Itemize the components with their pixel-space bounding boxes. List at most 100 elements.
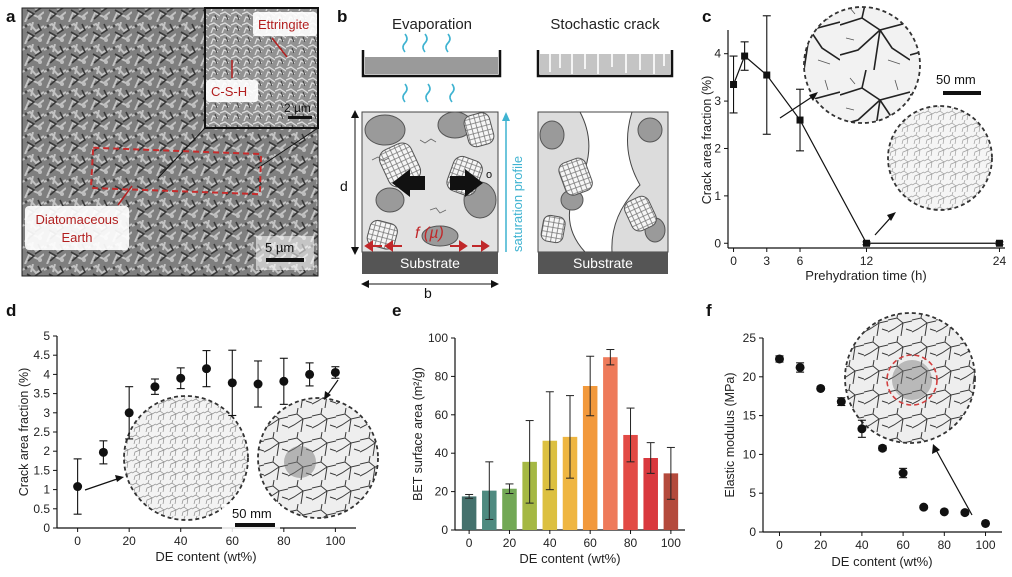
d-y-tick-label: 4.5 — [33, 348, 50, 362]
e-y-tick-label: 60 — [435, 408, 449, 422]
f-y-tick-label: 15 — [743, 409, 757, 423]
c-inset-uncracked — [887, 105, 993, 211]
substrate-right-label: Substrate — [573, 255, 633, 271]
d-data-point — [330, 367, 340, 377]
e-y-tick-label: 20 — [435, 485, 449, 499]
d-scale-backdrop — [222, 504, 280, 532]
c-inset-cracked — [803, 6, 921, 124]
f-x-tick-label: 0 — [776, 538, 783, 552]
e-x-tick-label: 20 — [503, 536, 517, 550]
f-inset-arrow — [934, 447, 973, 516]
d-data-point — [253, 379, 263, 389]
d-y-tick-label: 1.5 — [33, 463, 50, 477]
d-scale-label: 50 mm — [232, 506, 272, 521]
c-data-point — [741, 52, 749, 60]
f-x-tick-label: 40 — [855, 538, 869, 552]
d-y-tick-label: 0 — [43, 521, 50, 535]
c-data-point — [995, 239, 1003, 247]
d-data-point — [176, 373, 186, 383]
d-y-tick-label: 4 — [43, 367, 50, 381]
d-x-tick-label: 60 — [226, 534, 240, 548]
c-y-tick-label: 3 — [714, 94, 721, 108]
f-y-tick-label: 0 — [749, 525, 756, 539]
panel-d: d 0 0.5 1 1.5 2 2.5 3 3.5 4 4.5 5 0 20 40 60 80 100 DE … — [6, 301, 379, 564]
d-y-tick-label: 0.5 — [33, 502, 50, 516]
d-y-tick-label: 5 — [43, 329, 50, 343]
f-data-point — [939, 507, 949, 517]
de-pointer — [117, 185, 133, 206]
f-data-point — [836, 397, 846, 407]
f-y-tick-label: 25 — [743, 331, 757, 345]
f-data-point — [919, 502, 929, 512]
c-data-point — [730, 81, 738, 88]
c-y-tick-label: 2 — [714, 141, 721, 155]
d-y-tick-label: 1 — [43, 483, 50, 497]
f-x-tick-label: 60 — [896, 538, 910, 552]
panel-a: a Ettringite C-S-H 2 µm Diatomaceous Ear… — [6, 7, 319, 277]
de-label-line2: Earth — [61, 230, 92, 245]
f-y-tick-label: 20 — [743, 370, 757, 384]
stochastic-crack-label: Stochastic crack — [550, 16, 660, 33]
e-x-tick-label: 60 — [583, 536, 597, 550]
panel-e: e 0 20 40 60 80 100 0 20 40 60 80 100 DE content (… — [392, 301, 685, 566]
d-scale-bar — [235, 523, 275, 527]
d-y-tick-label: 2.5 — [33, 425, 50, 439]
c-data-series — [729, 15, 1004, 247]
panel-c-letter: c — [702, 7, 711, 26]
d-x-tick-label: 40 — [174, 534, 188, 548]
e-x-tick-label: 80 — [624, 536, 638, 550]
e-bar — [461, 496, 477, 530]
c-data-point — [763, 71, 771, 79]
csh-label: C-S-H — [211, 84, 247, 99]
d-y-tick-label: 3 — [43, 406, 50, 420]
f-x-axis-title: DE content (wt%) — [831, 554, 932, 569]
d-data-point — [227, 378, 237, 388]
inset-scale-bar — [288, 116, 312, 119]
e-x-ticks: 0 20 40 60 80 100 — [466, 530, 681, 550]
f-data-point — [878, 443, 887, 453]
dimension-b-label: b — [424, 285, 432, 301]
d-data-point — [202, 364, 211, 374]
e-y-tick-label: 80 — [435, 369, 449, 383]
f-x-tick-label: 20 — [814, 538, 828, 552]
f-mu-label: f (µ) — [415, 225, 444, 242]
e-x-tick-label: 100 — [661, 536, 681, 550]
e-bar — [562, 436, 578, 530]
dimension-marks: d b — [340, 110, 499, 301]
e-bar — [502, 488, 517, 530]
e-bar — [643, 458, 658, 530]
c-x-tick-label: 12 — [860, 254, 874, 268]
e-bar — [623, 434, 638, 530]
c-scale-label: 50 mm — [936, 72, 976, 87]
d-data-series — [73, 349, 340, 515]
c-x-ticks: 0 3 6 12 24 — [730, 248, 1006, 268]
c-y-tick-label: 1 — [714, 189, 721, 203]
d-y-tick-label: 2 — [43, 444, 50, 458]
inset-connector — [257, 127, 319, 169]
e-x-axis-title: DE content (wt%) — [519, 551, 620, 566]
f-data-point — [816, 383, 826, 393]
c-y-tick-label: 0 — [714, 236, 721, 250]
e-y-tick-label: 40 — [435, 446, 449, 460]
micro-schematic: o f (µ) Substrate — [361, 111, 499, 274]
c-series-line — [732, 55, 1000, 244]
f-y-ticks: 0 5 10 15 20 25 — [743, 331, 763, 539]
inset-connector — [157, 127, 206, 179]
de-tag — [25, 206, 129, 250]
f-data-series — [774, 354, 991, 528]
c-y-axis-title: Crack area fraction (%) — [700, 76, 714, 205]
panel-b: b Evaporation Stochastic crack — [337, 7, 674, 301]
d-inset-arrow-1 — [84, 477, 121, 491]
d-x-tick-label: 80 — [277, 534, 291, 548]
d-x-tick-label: 20 — [122, 534, 136, 548]
evaporation-tray — [361, 50, 502, 78]
f-x-tick-label: 80 — [938, 538, 952, 552]
ettringite-label: Ettringite — [258, 17, 309, 32]
substrate-left — [362, 252, 498, 274]
f-data-point — [774, 354, 784, 364]
evaporation-label: Evaporation — [392, 16, 472, 33]
e-y-axis-title: BET surface area (m²/g) — [411, 367, 425, 501]
main-scale-bar — [266, 258, 304, 262]
